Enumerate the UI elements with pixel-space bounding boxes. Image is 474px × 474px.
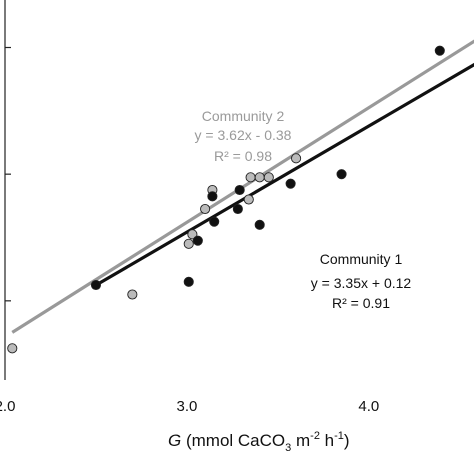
community-1-annotation-name: Community 1 — [320, 251, 403, 267]
community-2-annotation-name: Community 2 — [202, 108, 285, 124]
x-axis-label-pre: (mmol CaCO — [181, 431, 285, 450]
community-2-annotation-equation: y = 3.62x - 0.38 — [195, 127, 292, 143]
x-axis-label: G (mmol CaCO3 m-2 h-1) — [168, 430, 350, 454]
point-community-1-3 — [209, 216, 220, 227]
point-community-1-7 — [254, 219, 265, 230]
point-community-2-10 — [291, 153, 302, 164]
community-1-annotation-equation: y = 3.35x + 0.12 — [311, 275, 412, 291]
community-2-annotation-r2: R² = 0.98 — [214, 148, 272, 164]
x-axis-label-post: ) — [344, 431, 350, 450]
point-community-1-8 — [285, 178, 296, 189]
data-points — [7, 45, 445, 354]
x-axis-label-sup1: -2 — [310, 430, 320, 442]
point-community-2-6 — [243, 194, 254, 205]
community-2-annotation: Community 2 y = 3.62x - 0.38 R² = 0.98 — [195, 108, 292, 164]
point-community-1-5 — [232, 203, 243, 215]
x-tick-label-0: 2.0 — [0, 398, 15, 415]
x-axis-label-mid1: m — [291, 431, 310, 450]
x-axis-label-sub: 3 — [285, 442, 291, 454]
point-community-1-4 — [207, 191, 218, 202]
point-community-1-6 — [234, 184, 245, 196]
x-axis-label-sup2: -1 — [334, 430, 344, 442]
point-community-2-3 — [187, 229, 198, 240]
point-community-1-1 — [183, 276, 194, 287]
x-axis-label-mid2: h — [320, 431, 334, 450]
community-1-annotation: Community 1 y = 3.35x + 0.12 R² = 0.91 — [311, 251, 412, 311]
point-community-2-9 — [263, 172, 274, 183]
regression-lines — [11, 39, 474, 334]
x-axis-label-var: G — [168, 431, 181, 450]
x-tick-label-1: 3.0 — [176, 398, 197, 415]
point-community-1-2 — [192, 235, 203, 246]
point-community-1-10 — [434, 45, 445, 56]
community-1-annotation-r2: R² = 0.91 — [332, 295, 390, 311]
x-tick-labels: 2.0 3.0 4.0 — [0, 398, 379, 415]
y-ticks — [5, 46, 11, 302]
point-community-2-1 — [127, 289, 138, 300]
regression-line-community-1 — [95, 62, 474, 287]
point-community-2-0 — [7, 343, 18, 354]
point-community-1-0 — [90, 279, 102, 291]
point-community-1-9 — [336, 169, 347, 180]
point-community-2-7 — [245, 172, 256, 183]
point-community-2-8 — [254, 172, 265, 183]
regression-line-community-2 — [11, 39, 474, 334]
point-community-2-4 — [200, 203, 211, 215]
x-tick-label-2: 4.0 — [358, 398, 379, 415]
point-community-2-2 — [183, 238, 194, 249]
